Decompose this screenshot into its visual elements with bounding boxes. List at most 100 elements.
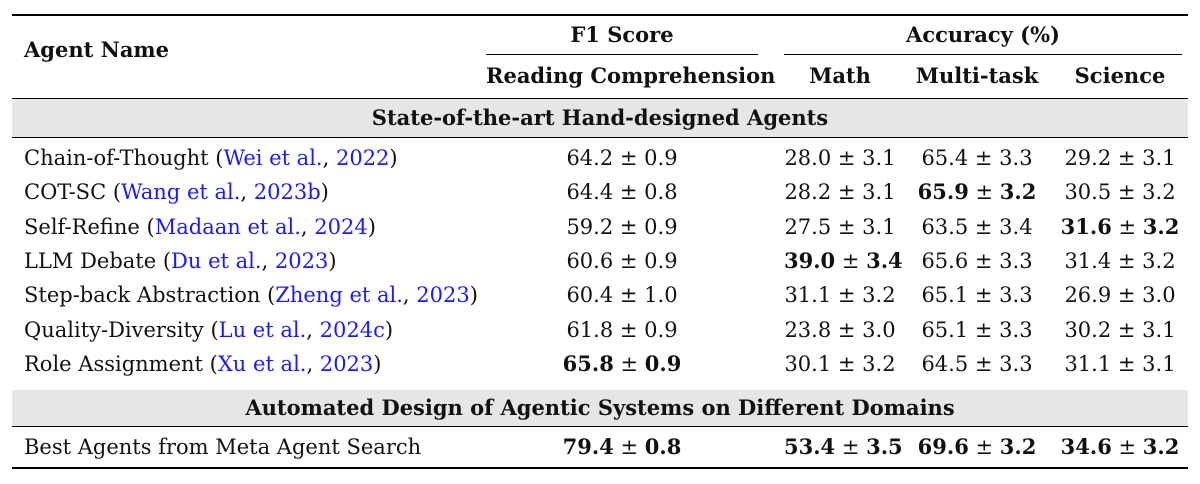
header-multi-task: Multi-task <box>915 63 1039 88</box>
row-name-text: ( <box>139 215 155 239</box>
cell-reading: 64.4 ± 0.8 <box>566 180 678 204</box>
header-math: Math <box>809 63 871 88</box>
cell-best-science: 34.6 ± 3.2 <box>1060 434 1180 459</box>
section-title-hand-designed: State-of-the-art Hand-designed Agents <box>371 105 829 130</box>
row-name-text: Chain-of-Thought <box>24 146 209 170</box>
row-name-text: , <box>261 249 275 273</box>
cell-science: 31.6 ± 3.2 <box>1060 214 1180 239</box>
citation-link[interactable]: 2024c <box>319 318 385 342</box>
row-name-text: , <box>322 146 336 170</box>
row-name: COT-SC (Wang et al., 2023b) <box>24 178 329 206</box>
header-f1-score: F1 Score <box>570 22 674 47</box>
row-name: LLM Debate (Du et al., 2023) <box>24 247 337 275</box>
row-name-text: , <box>306 352 320 376</box>
citation-link[interactable]: 2022 <box>335 146 390 170</box>
header-agent-name: Agent Name <box>24 37 170 62</box>
cell-science: 30.5 ± 3.2 <box>1064 180 1176 204</box>
row-name-text: , <box>300 215 315 239</box>
cell-math: 23.8 ± 3.0 <box>784 318 896 342</box>
row-name-text: ( <box>203 318 219 342</box>
row-name-text: ( <box>202 352 218 376</box>
row-name-text: ) <box>320 180 329 204</box>
row-name-text: COT-SC <box>24 180 107 204</box>
cell-multitask: 65.4 ± 3.3 <box>921 146 1033 170</box>
f1-group-rule <box>486 54 758 55</box>
cell-math: 28.0 ± 3.1 <box>784 146 896 170</box>
row-name-text: ) <box>469 283 478 307</box>
cell-science: 31.1 ± 3.1 <box>1064 352 1176 376</box>
row-name-text: Self-Refine <box>24 215 140 239</box>
bottom-rule <box>12 467 1188 469</box>
cell-reading: 60.4 ± 1.0 <box>566 283 678 307</box>
citation-link[interactable]: Madaan et al. <box>154 215 301 239</box>
row-name-text: LLM Debate <box>24 249 157 273</box>
cell-math: 28.2 ± 3.1 <box>784 180 896 204</box>
header-rule <box>12 98 1188 99</box>
citation-link[interactable]: Du et al. <box>171 249 262 273</box>
row-name: Step-back Abstraction (Zheng et al., 202… <box>24 281 478 309</box>
section-title-automated: Automated Design of Agentic Systems on D… <box>245 395 955 420</box>
cell-best-math: 53.4 ± 3.5 <box>784 434 903 459</box>
cell-science: 31.4 ± 3.2 <box>1064 249 1176 273</box>
row-name-text: , <box>306 318 320 342</box>
cell-science: 29.2 ± 3.1 <box>1064 146 1176 170</box>
citation-link[interactable]: Zheng et al. <box>275 283 403 307</box>
row-name-text: ) <box>389 146 398 170</box>
cell-math: 31.1 ± 3.2 <box>784 283 896 307</box>
cell-multitask: 65.9 ± 3.2 <box>917 179 1037 204</box>
row-name: Role Assignment (Xu et al., 2023) <box>24 350 381 378</box>
row-name-text: ) <box>367 215 376 239</box>
cell-math: 27.5 ± 3.1 <box>784 215 896 239</box>
row-name-text: , <box>240 180 254 204</box>
citation-link[interactable]: Wang et al. <box>121 180 241 204</box>
row-name-text: Quality-Diversity <box>24 318 204 342</box>
row-name-text: ) <box>328 249 337 273</box>
cell-math: 30.1 ± 3.2 <box>784 352 896 376</box>
cell-multitask: 65.6 ± 3.3 <box>921 249 1033 273</box>
row-name: Chain-of-Thought (Wei et al., 2022) <box>24 144 398 172</box>
row-name-text: ( <box>260 283 276 307</box>
header-reading-comprehension: Reading Comprehension <box>486 63 776 88</box>
section-band-automated <box>12 390 1188 426</box>
cell-best-multitask: 69.6 ± 3.2 <box>917 434 1037 459</box>
row-name-best-agents: Best Agents from Meta Agent Search <box>24 435 422 459</box>
section1-rule <box>12 137 1188 138</box>
row-name-text: ) <box>373 352 382 376</box>
row-name-text: , <box>402 283 417 307</box>
citation-link[interactable]: Wei et al. <box>223 146 323 170</box>
row-name-text: ) <box>384 318 394 342</box>
row-name-text: ( <box>156 249 172 273</box>
cell-math: 39.0 ± 3.4 <box>784 248 903 273</box>
row-name: Self-Refine (Madaan et al., 2024) <box>24 213 376 241</box>
accuracy-group-rule <box>784 54 1182 55</box>
row-name: Quality-Diversity (Lu et al., 2024c) <box>24 316 393 344</box>
cell-reading: 59.2 ± 0.9 <box>566 215 678 239</box>
cell-multitask: 63.5 ± 3.4 <box>921 215 1033 239</box>
citation-link[interactable]: 2023b <box>253 180 321 204</box>
header-science: Science <box>1074 63 1166 88</box>
cell-reading: 64.2 ± 0.9 <box>566 146 678 170</box>
citation-link[interactable]: 2023 <box>319 352 374 376</box>
row-name-text: Step-back Abstraction <box>24 283 261 307</box>
citation-link[interactable]: 2023 <box>416 283 470 307</box>
top-rule <box>12 14 1188 16</box>
citation-link[interactable]: 2024 <box>314 215 368 239</box>
citation-link[interactable]: Lu et al. <box>218 318 307 342</box>
section-band-hand-designed <box>12 99 1188 137</box>
header-accuracy: Accuracy (%) <box>906 22 1060 47</box>
cell-multitask: 65.1 ± 3.3 <box>921 283 1033 307</box>
row-name-text: Role Assignment <box>24 352 203 376</box>
cell-multitask: 65.1 ± 3.3 <box>921 318 1033 342</box>
cell-science: 30.2 ± 3.1 <box>1064 318 1176 342</box>
cell-multitask: 64.5 ± 3.3 <box>921 352 1033 376</box>
citation-link[interactable]: 2023 <box>274 249 329 273</box>
citation-link[interactable]: Xu et al. <box>217 352 307 376</box>
row-name-text: ( <box>106 180 122 204</box>
section2-rule <box>12 426 1188 427</box>
cell-science: 26.9 ± 3.0 <box>1064 283 1176 307</box>
cell-reading: 61.8 ± 0.9 <box>566 318 678 342</box>
cell-best-reading: 79.4 ± 0.8 <box>562 434 682 459</box>
row-name-text: ( <box>208 146 224 170</box>
cell-reading: 65.8 ± 0.9 <box>562 351 682 376</box>
